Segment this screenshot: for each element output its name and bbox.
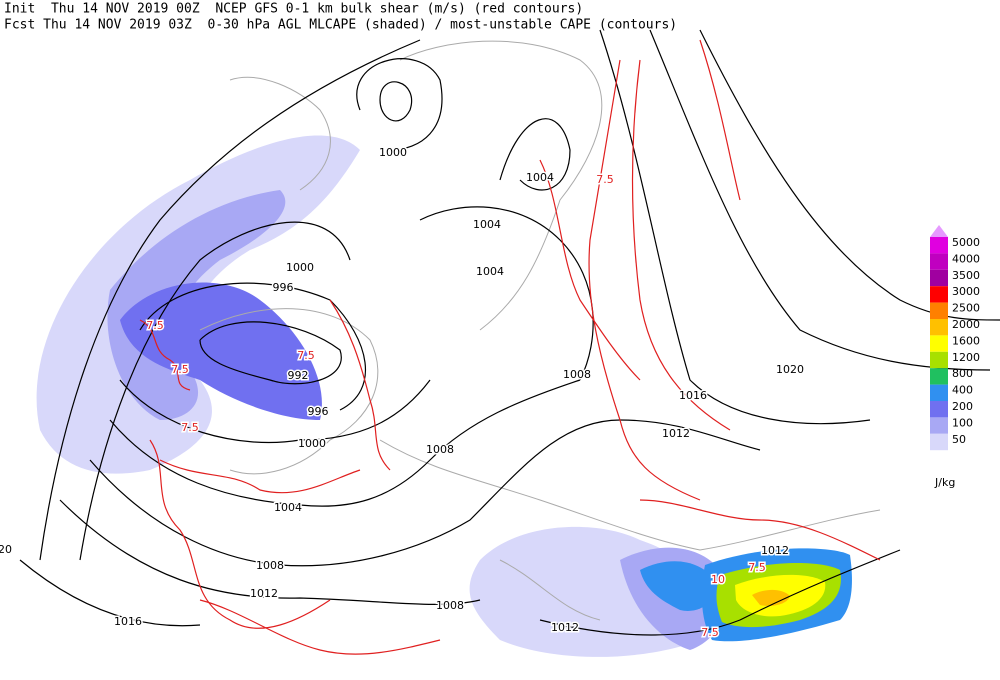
colorbar-swatch [930,237,948,254]
isobar-label: 1000 [379,146,407,159]
isobar-label: 1004 [473,218,501,231]
shear-contour [159,459,361,494]
colorbar-label: 4000 [952,252,980,265]
colorbar-label: 3000 [952,285,980,298]
isobar-label: 1012 [761,544,789,557]
shear-label: 7.5 [171,363,189,376]
cape-shading [752,589,790,606]
isobar [419,206,594,381]
colorbar-swatch [930,286,948,303]
isobar [119,379,431,444]
shear-contour [631,59,731,431]
isobar-label: 1020 [776,363,804,376]
isobar [59,499,481,605]
isobar-label: 1012 [250,587,278,600]
isobar-label: 1016 [114,615,142,628]
colorbar-label: 100 [952,416,973,429]
shear-label: 7.5 [596,173,614,186]
isobar-label: 1008 [563,368,591,381]
colorbar-swatch [930,335,948,352]
isobar [39,39,421,561]
shear-label: 7.5 [181,421,199,434]
colorbar-label: 3500 [952,269,980,282]
isobar-label: 1008 [436,599,464,612]
colorbar-label: 1600 [952,334,980,347]
isobar [89,419,761,567]
isobar-label: 996 [308,405,329,418]
isobar [599,29,871,425]
isobar [499,118,571,191]
colorbar-swatch [930,433,948,451]
isobar-label: 1012 [551,621,579,634]
colorbar-swatch [930,302,948,319]
colorbar-swatch [930,417,948,434]
header-init: Init Thu 14 NOV 2019 00Z NCEP GFS 0-1 km… [4,2,583,17]
shear-contour [139,319,191,391]
shear-contour [199,599,441,655]
shear-contour [588,59,701,501]
isobar-label: 20 [0,543,12,556]
shear-contour [149,439,331,629]
coastline [379,439,881,551]
colorbar-label: 400 [952,384,973,397]
colorbar-swatch [930,253,948,270]
isobar [699,29,1000,321]
colorbar-label: 200 [952,400,973,413]
colorbar-swatch [930,319,948,336]
shear-contour [539,159,641,381]
isobar-label: 1008 [426,443,454,456]
colorbar-swatch [930,401,948,418]
isobar-label: 992 [288,369,309,382]
isobar-label: 1000 [286,261,314,274]
shear-contour [639,499,881,561]
shear-label: 7.5 [748,561,766,574]
coastline [229,76,331,191]
isobar [649,29,991,371]
isobar-label: 996 [273,281,294,294]
isobar-label: 1004 [274,501,302,514]
cape-shading [640,561,716,611]
cape-shading [120,282,322,420]
colorbar-swatch [930,269,948,287]
isobar [109,379,581,507]
isobar [356,58,443,151]
isobar [199,321,342,385]
isobar-label: 1004 [526,171,554,184]
isobar [539,549,901,636]
isobar-label: 1016 [679,389,707,402]
cape-shading [36,135,361,474]
isobar [379,81,413,122]
colorbar-label: 5000 [952,236,980,249]
isobar [79,221,351,561]
coastline [499,559,601,621]
isobar-label: 1008 [256,559,284,572]
shear-contour [329,299,391,471]
isobar [19,559,201,627]
colorbar-swatch [930,384,948,401]
isobar-label: 1012 [662,427,690,440]
cape-shading [107,190,286,420]
colorbar-label: 50 [952,433,966,446]
map-layer [19,29,1000,657]
colorbar-swatch [930,368,948,385]
colorbar-swatch [930,351,948,369]
coastline [399,40,603,331]
isobar-label: 1004 [476,265,504,278]
colorbar-label: 1200 [952,351,980,364]
colorbar-label: 2000 [952,318,980,331]
colorbar-unit: J/kg [934,476,955,489]
isobar-label: 1000 [298,437,326,450]
shear-label: 7.5 [297,349,315,362]
colorbar-label: 2500 [952,302,980,315]
shear-label: 7.5 [701,626,719,639]
colorbar-top [930,225,948,237]
colorbar-label: 800 [952,367,973,380]
coastline [199,308,379,475]
shear-label: 10 [711,573,725,586]
header-forecast: Fcst Thu 14 NOV 2019 03Z 0-30 hPa AGL ML… [4,18,677,33]
shear-label: 7.5 [146,319,164,332]
shear-contour [699,39,741,201]
